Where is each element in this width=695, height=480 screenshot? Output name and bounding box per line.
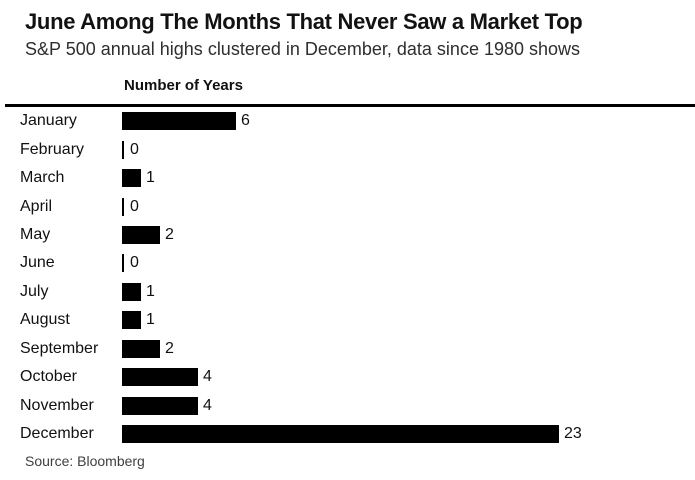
category-label: January — [20, 112, 77, 130]
bar — [122, 425, 559, 444]
chart-row: July 1 — [0, 278, 695, 306]
value-label: 1 — [146, 282, 155, 300]
chart-row: May 2 — [0, 221, 695, 249]
value-label: 23 — [564, 425, 582, 443]
category-label: August — [20, 311, 70, 329]
category-label: July — [20, 282, 49, 300]
chart-row: September 2 — [0, 335, 695, 363]
category-label: June — [20, 254, 55, 272]
bar — [122, 282, 141, 301]
chart-title: June Among The Months That Never Saw a M… — [25, 9, 583, 34]
chart-row: August 1 — [0, 306, 695, 334]
bar-chart: January 6 February 0 March 1 April 0 May 2 June 0 Ju… — [0, 107, 695, 448]
bar — [122, 339, 160, 358]
category-label: May — [20, 225, 51, 243]
chart-row: February 0 — [0, 135, 695, 163]
bar — [122, 311, 141, 330]
zero-tick — [122, 197, 124, 216]
value-label: 4 — [203, 396, 212, 414]
bar — [122, 112, 236, 131]
category-label: April — [20, 197, 53, 215]
chart-row: March 1 — [0, 164, 695, 192]
chart-row: December 23 — [0, 420, 695, 448]
category-label: March — [20, 169, 65, 187]
value-label: 0 — [130, 197, 139, 215]
zero-tick — [122, 254, 124, 273]
value-label: 4 — [203, 368, 212, 386]
bar — [122, 396, 198, 415]
category-label: December — [20, 425, 94, 443]
chart-row: November 4 — [0, 391, 695, 419]
value-label: 0 — [130, 140, 139, 158]
chart-row: April 0 — [0, 192, 695, 220]
bar — [122, 225, 160, 244]
value-label: 6 — [241, 112, 250, 130]
chart-row: January 6 — [0, 107, 695, 135]
bar — [122, 169, 141, 188]
value-label: 2 — [165, 225, 174, 243]
value-axis-title: Number of Years — [124, 77, 243, 94]
category-label: September — [20, 339, 99, 357]
value-label: 1 — [146, 169, 155, 187]
category-label: November — [20, 396, 94, 414]
axis-rule — [5, 104, 695, 107]
value-label: 2 — [165, 339, 174, 357]
zero-tick — [122, 140, 124, 159]
category-label: February — [20, 140, 85, 158]
bar — [122, 368, 198, 387]
chart-row: October 4 — [0, 363, 695, 391]
chart-row: June 0 — [0, 249, 695, 277]
source-credit: Source: Bloomberg — [25, 453, 145, 469]
value-label: 0 — [130, 254, 139, 272]
category-label: October — [20, 368, 77, 386]
value-label: 1 — [146, 311, 155, 329]
chart-subtitle: S&P 500 annual highs clustered in Decemb… — [25, 39, 581, 59]
